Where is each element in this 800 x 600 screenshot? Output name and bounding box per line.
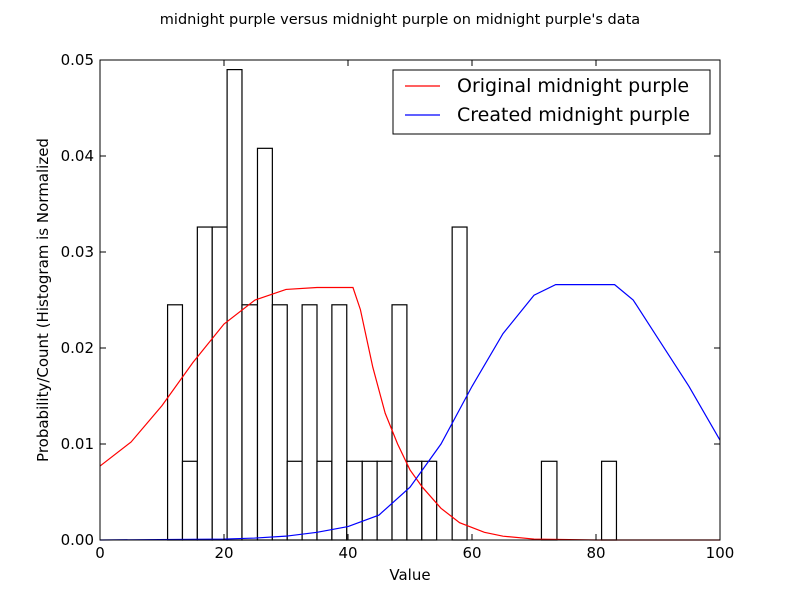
legend-label-original: Original midnight purple xyxy=(457,75,689,97)
x-tick-label-0: 0 xyxy=(95,544,105,562)
y-tick-label-0.00: 0.00 xyxy=(61,531,94,549)
series-lines xyxy=(99,284,721,541)
y-tick-label-0.03: 0.03 xyxy=(61,243,94,261)
histogram-bar-15 xyxy=(376,460,393,541)
histogram-bar-9 xyxy=(286,460,303,541)
series-line-created xyxy=(99,284,721,541)
histogram-bar-4 xyxy=(211,226,228,541)
histogram-bar-8 xyxy=(271,304,288,541)
histogram-bar-12 xyxy=(331,304,348,541)
legend: Original midnight purple Created midnigh… xyxy=(392,69,711,135)
histogram-bar-21 xyxy=(600,460,618,541)
histogram-bar-13 xyxy=(346,460,363,541)
histogram-bars xyxy=(166,68,618,541)
y-axis-label: Probability/Count (Histogram is Normaliz… xyxy=(34,138,52,462)
y-tick-label-0.05: 0.05 xyxy=(61,51,94,69)
histogram-bar-1 xyxy=(166,304,184,541)
histogram-bar-16 xyxy=(391,304,408,541)
x-axis: 0 20 40 60 80 100 xyxy=(95,60,734,562)
y-axis: 0.00 0.01 0.02 0.03 0.04 0.05 xyxy=(61,51,720,549)
histogram-bar-6 xyxy=(241,304,259,541)
histogram-bar-11 xyxy=(316,460,333,541)
plot-area-frame xyxy=(99,59,721,541)
histogram-bar-5 xyxy=(226,68,243,541)
histogram-bar-7 xyxy=(256,147,273,541)
y-tick-label-0.01: 0.01 xyxy=(61,435,94,453)
histogram-bar-3 xyxy=(196,226,213,541)
histogram-bar-19 xyxy=(451,226,468,541)
chart-title: midnight purple versus midnight purple o… xyxy=(160,12,640,28)
series-line-original xyxy=(99,286,720,541)
y-tick-label-0.04: 0.04 xyxy=(61,147,94,165)
x-tick-label-100: 100 xyxy=(706,544,735,562)
histogram-bar-14 xyxy=(361,460,378,541)
x-tick-label-60: 60 xyxy=(462,544,481,562)
y-tick-label-0.02: 0.02 xyxy=(61,339,94,357)
x-axis-label: Value xyxy=(389,566,430,584)
x-tick-label-40: 40 xyxy=(338,544,357,562)
histogram-bar-20 xyxy=(540,460,558,541)
legend-label-created: Created midnight purple xyxy=(457,104,690,126)
x-tick-label-80: 80 xyxy=(586,544,605,562)
histogram-bar-10 xyxy=(301,304,318,541)
x-tick-label-20: 20 xyxy=(214,544,233,562)
legend-frame xyxy=(392,69,711,135)
histogram-bar-2 xyxy=(181,460,198,541)
